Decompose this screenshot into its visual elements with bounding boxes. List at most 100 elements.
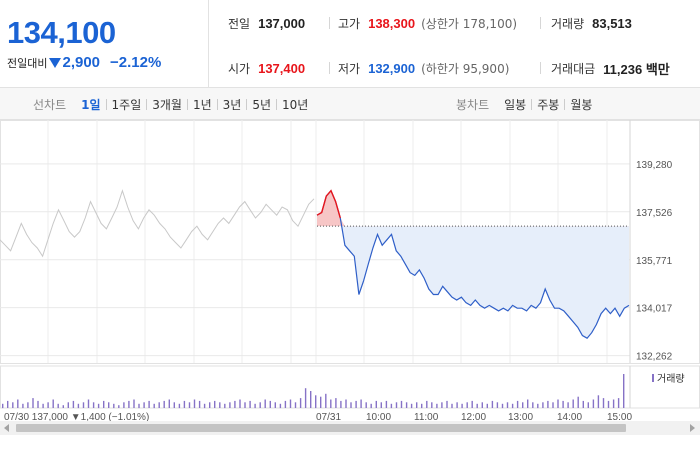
- volume-bar: [542, 402, 544, 408]
- volume-panel: [0, 365, 700, 409]
- tab-monthly[interactable]: 월봉: [570, 97, 593, 112]
- chart-scrollbar[interactable]: [0, 421, 700, 435]
- volume-bar: [360, 399, 362, 408]
- open-value: 137,400: [258, 60, 306, 76]
- volume-bar: [32, 398, 34, 408]
- volume-bar: [597, 395, 600, 409]
- tab-daily[interactable]: 일봉: [504, 97, 527, 112]
- change-value: 2,900: [62, 54, 101, 71]
- low-stat: 저가 132,900 (하한가 95,900): [338, 58, 509, 78]
- volume-bar: [375, 400, 377, 408]
- volume-bar: [178, 403, 181, 409]
- divider: [246, 98, 248, 110]
- scroll-right-arrow-icon[interactable]: [690, 424, 695, 432]
- volume-bar: [380, 402, 382, 408]
- volume-bar: [42, 403, 44, 409]
- volume-bar: [567, 402, 569, 408]
- previous-day-line: [0, 189, 315, 258]
- current-price-box: 134,100 전일대비 2,900 −2.12%: [0, 0, 209, 88]
- volume-bar: [148, 400, 150, 408]
- prev-close-stat: 전일 137,000: [228, 13, 305, 33]
- intraday-price-chart[interactable]: 139,280 137,526 135,771 134,017 132,262 거래량 07…: [0, 120, 700, 421]
- volume-bar: [244, 402, 246, 408]
- volume-bar: [325, 393, 327, 408]
- divider: [146, 98, 148, 110]
- volume-bar: [511, 403, 514, 409]
- volume-value: 83,513: [592, 15, 632, 31]
- volume-bar: [552, 402, 554, 408]
- volume-bar: [168, 399, 170, 408]
- amount-value: 11,236 백만: [603, 61, 670, 77]
- volume-bar: [143, 402, 145, 408]
- volume-stat: 거래량 83,513: [551, 13, 632, 33]
- volume-bar: [577, 396, 579, 408]
- high-value: 138,300: [368, 15, 416, 31]
- volume-bar: [416, 402, 418, 408]
- volume-bar: [355, 400, 357, 408]
- tab-10y[interactable]: 10년: [282, 97, 309, 112]
- volume-bar: [395, 402, 398, 408]
- volume-bar: [284, 400, 287, 408]
- volume-bar: [77, 403, 80, 409]
- volume-bar: [320, 396, 322, 408]
- volume-bar: [426, 400, 428, 408]
- volume-bar: [183, 400, 186, 408]
- volume-bar: [72, 400, 75, 408]
- volume-bar: [310, 391, 312, 408]
- divider: [564, 98, 566, 110]
- x-tick-label: 07/30 137,000 ▼1,400 (−1.01%): [4, 412, 149, 421]
- open-stat: 시가 137,400: [228, 58, 305, 78]
- volume-bar: [47, 402, 49, 408]
- volume-bar: [330, 399, 332, 408]
- x-tick-label: 10:00: [366, 412, 391, 421]
- volume-bar: [491, 400, 494, 408]
- volume-bar: [405, 402, 408, 408]
- volume-bar: [335, 398, 337, 408]
- tab-weekly[interactable]: 주봉: [537, 97, 560, 112]
- volume-bar: [158, 402, 160, 408]
- volume-bar: [103, 400, 105, 408]
- tab-1y[interactable]: 1년: [192, 97, 212, 112]
- volume-bar: [279, 403, 282, 409]
- divider: [186, 98, 188, 110]
- y-tick-label: 137,526: [636, 208, 673, 219]
- volume-bar: [562, 400, 564, 408]
- volume-bar: [557, 399, 559, 408]
- volume-bar: [254, 403, 256, 409]
- volume-label: 거래량: [551, 16, 585, 31]
- upper-limit: (상한가 178,100): [421, 16, 518, 31]
- scroll-left-arrow-icon[interactable]: [4, 424, 9, 432]
- volume-bar: [441, 402, 443, 408]
- tab-3y[interactable]: 3년: [222, 97, 242, 112]
- today-price-line-up: [316, 189, 341, 219]
- low-label: 저가: [338, 61, 361, 76]
- volume-bar: [501, 403, 504, 409]
- scroll-thumb[interactable]: [16, 424, 626, 432]
- open-label: 시가: [228, 61, 251, 76]
- volume-bar: [607, 400, 610, 408]
- tab-5y[interactable]: 5년: [252, 97, 272, 112]
- volume-bar: [390, 403, 393, 409]
- volume-bar: [289, 399, 292, 408]
- tab-1w[interactable]: 1주일: [111, 97, 142, 112]
- high-stat: 고가 138,300 (상한가 178,100): [338, 13, 517, 33]
- volume-bar: [163, 400, 165, 408]
- divider: [531, 98, 533, 110]
- low-value: 132,900: [368, 60, 416, 76]
- volume-bar: [219, 402, 221, 408]
- volume-bar: [612, 399, 615, 408]
- tab-3m[interactable]: 3개월: [152, 97, 182, 112]
- tab-1d[interactable]: 1일: [81, 97, 101, 112]
- volume-bar: [365, 402, 367, 408]
- prev-close-value: 137,000: [258, 15, 306, 31]
- volume-bar: [400, 400, 403, 408]
- volume-bar: [264, 399, 266, 408]
- divider: [216, 98, 218, 110]
- change-percent: −2.12%: [110, 54, 162, 71]
- volume-bar: [421, 403, 423, 409]
- volume-bar: [537, 403, 539, 409]
- line-chart-title: 선차트: [33, 97, 67, 112]
- down-triangle-icon: [49, 57, 62, 68]
- volume-bar: [315, 395, 317, 409]
- volume-bar: [522, 402, 524, 408]
